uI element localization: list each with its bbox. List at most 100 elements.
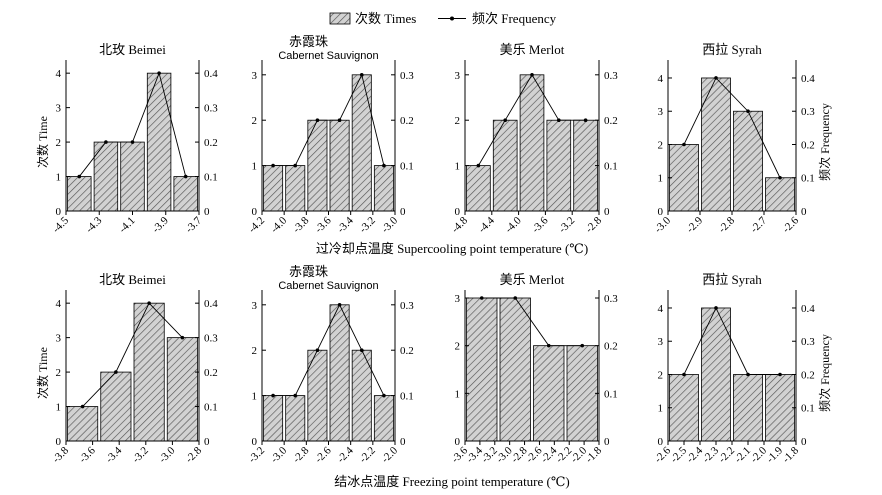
x-tick-label: -3.0 — [652, 214, 673, 235]
right-tick-label: 0 — [400, 206, 406, 218]
right-tick-label: 0.3 — [400, 70, 414, 82]
x-tick-label: -3.2 — [130, 445, 151, 466]
frequency-point — [513, 296, 518, 300]
right-tick-label: 0.1 — [604, 161, 618, 173]
panel-title: 西拉 Syrah — [702, 42, 762, 57]
frequency-point — [359, 73, 364, 77]
x-tick-label: -1.8 — [780, 444, 801, 465]
left-tick-label: 0 — [658, 206, 664, 218]
right-tick-label: 0.3 — [400, 300, 414, 312]
frequency-point — [315, 348, 320, 353]
right-tick-label: 0.2 — [204, 367, 218, 379]
x-tick-label: -4.1 — [117, 215, 138, 236]
left-tick-label: 2 — [658, 369, 664, 381]
panel-1-4: 西拉 Syrah 0 1 2 3 4 0 0.1 0.2 0.3 0.4 -3.0 -2.9 -2.8 -2… — [652, 42, 815, 235]
bar — [373, 395, 394, 442]
left-tick-label: 0 — [56, 436, 62, 448]
right-tick-label: 0 — [801, 436, 807, 448]
x-tick-label: -2.0 — [379, 444, 400, 465]
right-tick-label: 0 — [204, 436, 210, 448]
panel-title: 西拉 Syrah — [702, 272, 762, 287]
right-tick-label: 0.2 — [400, 115, 414, 127]
panel-subtitle: Cabernet Sauvignon — [278, 280, 378, 292]
x-tick-label: -2.8 — [183, 444, 204, 465]
x-tick-label: -3.2 — [246, 445, 267, 466]
bar — [285, 395, 306, 442]
bar — [100, 371, 132, 442]
right-tick-label: 0.4 — [801, 303, 815, 315]
frequency-point — [114, 370, 118, 374]
frequency-point — [583, 118, 588, 123]
x-tick-label: -2.6 — [780, 214, 801, 235]
right-tick-label: 0.4 — [204, 68, 218, 80]
frequency-point — [271, 163, 275, 168]
row1-left-ylabel: 次数 Time — [35, 116, 50, 168]
bar — [173, 176, 198, 212]
row2-left-ylabel: 次数 Time — [35, 347, 50, 399]
frequency-point — [157, 71, 161, 75]
x-tick-label: -3.7 — [183, 214, 204, 235]
bar — [329, 304, 350, 442]
left-tick-label: 0 — [658, 436, 664, 448]
frequency-point — [315, 118, 320, 123]
panel-title: 美乐 Merlot — [500, 272, 565, 287]
x-tick-label: -3.9 — [150, 214, 171, 235]
right-tick-label: 0.2 — [204, 137, 218, 149]
frequency-point — [682, 372, 686, 377]
x-tick-label: -3.0 — [157, 444, 178, 465]
frequency-point — [382, 393, 386, 398]
right-tick-label: 0.2 — [801, 139, 815, 151]
x-tick-label: -2.6 — [313, 444, 334, 465]
frequency-point — [77, 174, 82, 179]
left-tick-label: 1 — [56, 402, 62, 414]
frequency-point — [546, 343, 551, 348]
left-tick-label: 1 — [56, 172, 62, 184]
bar — [669, 374, 699, 442]
bar — [765, 177, 795, 212]
x-tick-label: -3.4 — [104, 444, 125, 465]
panel-2-3: 美乐 Merlot012300.10.20.3-3.6-3.4-3.2-3.0-… — [449, 272, 618, 465]
left-tick-label: 2 — [455, 341, 461, 353]
left-tick-label: 4 — [658, 303, 664, 315]
left-tick-label: 0 — [252, 206, 258, 218]
frequency-point — [271, 393, 275, 398]
x-tick-label: -2.7 — [748, 214, 769, 235]
right-tick-label: 0.1 — [204, 172, 218, 184]
frequency-point — [580, 343, 585, 348]
frequency-point — [682, 142, 686, 147]
frequency-point — [359, 348, 364, 353]
bar — [67, 176, 92, 212]
right-tick-label: 0 — [400, 436, 406, 448]
frequency-point — [382, 163, 386, 168]
frequency-point — [130, 140, 135, 144]
x-tick-label: -4.2 — [246, 215, 267, 236]
row1-xaxis-title: 过冷却点温度 Supercooling point temperature (℃… — [316, 241, 588, 256]
left-tick-label: 2 — [56, 137, 62, 149]
frequency-point — [337, 303, 342, 307]
panel-title: 赤霞珠 — [289, 264, 328, 279]
bar — [329, 119, 350, 212]
x-tick-label: -4.8 — [449, 214, 470, 235]
left-tick-label: 1 — [252, 391, 258, 403]
x-tick-label: -3.6 — [313, 214, 334, 235]
right-tick-label: 0 — [604, 436, 610, 448]
bar — [573, 119, 598, 212]
left-tick-label: 1 — [658, 173, 664, 185]
frequency-line — [82, 302, 183, 407]
left-tick-label: 2 — [56, 367, 62, 379]
panel-title: 美乐 Merlot — [500, 42, 565, 57]
bar — [466, 165, 491, 212]
right-tick-label: 0.2 — [801, 369, 815, 381]
left-tick-label: 3 — [252, 70, 258, 82]
frequency-point — [293, 163, 298, 168]
row2-xaxis-title: 结冰点温度 Freezing point temperature (℃) — [334, 474, 569, 489]
bar — [263, 165, 284, 212]
bar — [373, 165, 394, 212]
frequency-point — [476, 163, 481, 168]
bar — [519, 74, 545, 212]
left-tick-label: 1 — [252, 161, 258, 173]
